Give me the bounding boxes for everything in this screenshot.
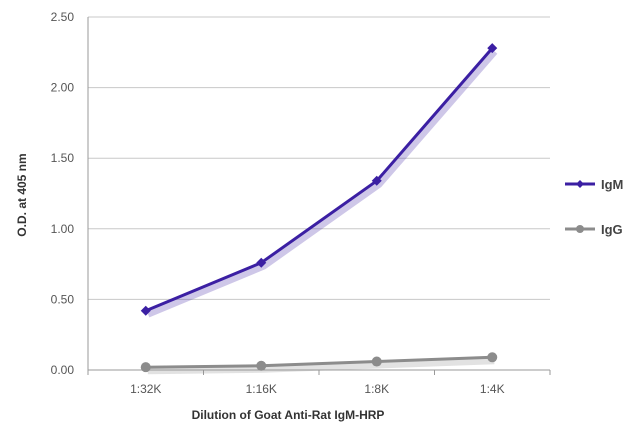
x-tick-label: 1:16K	[246, 382, 277, 396]
data-point	[371, 175, 382, 186]
series-line-shadow	[146, 48, 498, 318]
legend-marker	[576, 180, 584, 188]
legend: IgM IgG	[565, 177, 623, 237]
data-point	[371, 356, 382, 367]
series-line-igg	[145, 355, 493, 369]
data-point	[487, 43, 498, 54]
data-point	[256, 257, 267, 268]
series-line-igm	[145, 47, 494, 313]
y-tick-label: 1.00	[51, 222, 75, 236]
y-tick-label: 2.00	[51, 81, 75, 95]
data-point	[140, 362, 151, 373]
legend-label: IgG	[601, 222, 623, 237]
x-tick-label: 1:8K	[364, 382, 389, 396]
legend-label: IgM	[601, 177, 623, 192]
data-point	[256, 360, 267, 371]
y-tick-label: 1.50	[51, 151, 75, 165]
data-series	[140, 43, 498, 375]
x-tick-label: 1:32K	[130, 382, 161, 396]
x-tick-label: 1:4K	[480, 382, 505, 396]
y-tick-label: 0.50	[51, 292, 75, 306]
series-line-shadow	[147, 356, 495, 375]
data-point	[140, 305, 151, 316]
y-axis-title: O.D. at 405 nm	[15, 153, 29, 236]
y-tick-labels: 0.00 0.50 1.00 1.50 2.00 2.50	[51, 10, 75, 377]
legend-marker	[576, 225, 584, 233]
axes	[87, 17, 551, 375]
data-point	[487, 352, 498, 363]
x-tick-labels: 1:32K 1:16K 1:8K 1:4K	[130, 382, 505, 396]
x-axis-title: Dilution of Goat Anti-Rat IgM-HRP	[192, 408, 385, 422]
y-tick-label: 0.00	[51, 363, 75, 377]
gridlines	[88, 16, 550, 300]
y-tick-label: 2.50	[51, 10, 75, 24]
